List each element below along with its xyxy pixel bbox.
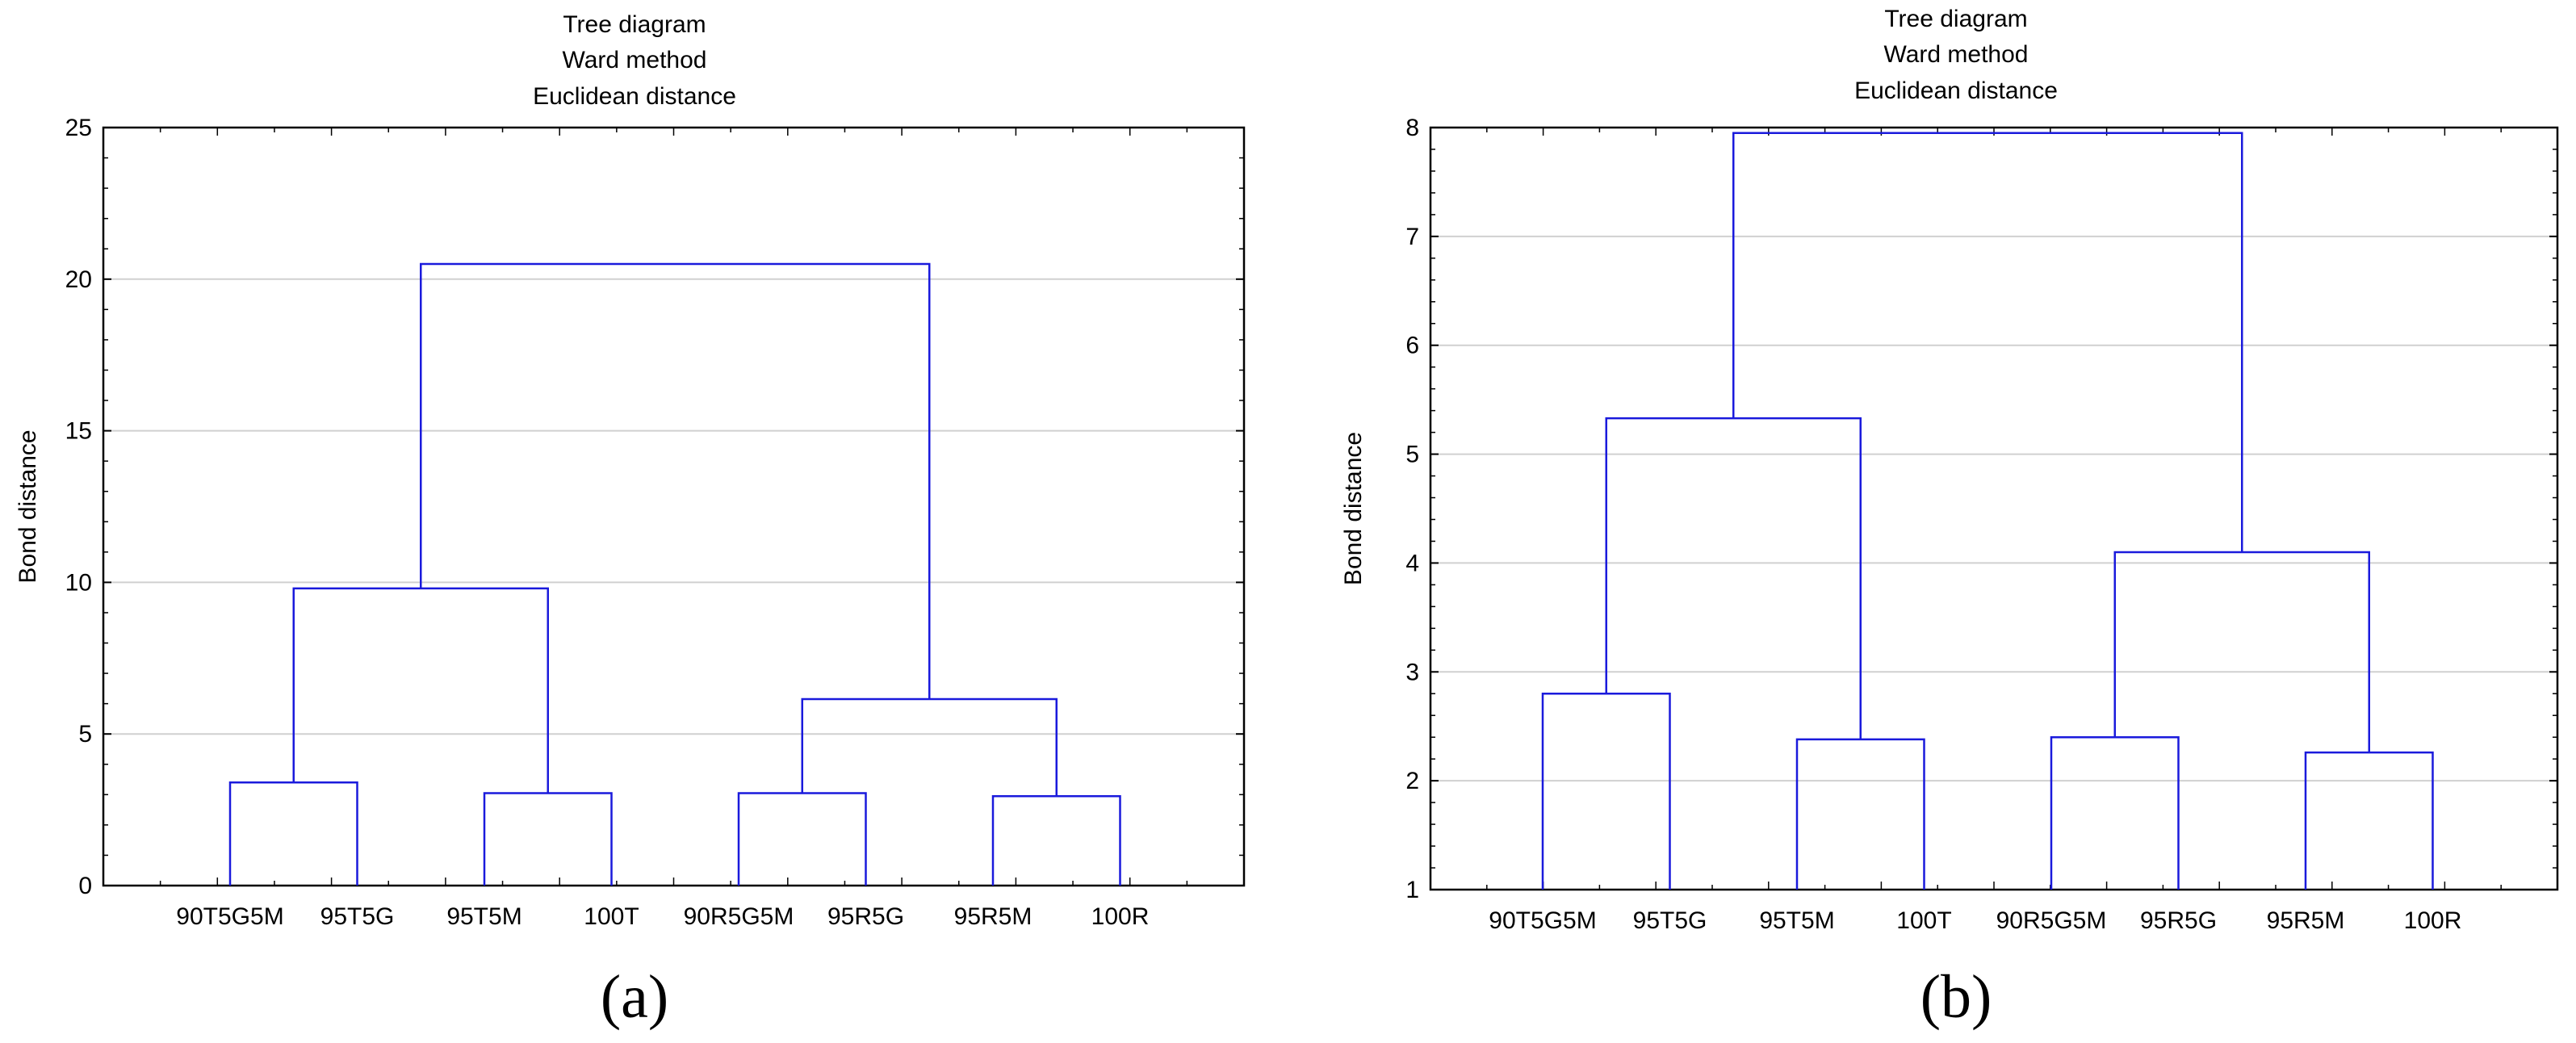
plot-frame [1429,126,2559,891]
chart-a: Tree diagram Ward method Euclidean distanc… [15,11,1246,1031]
dendrogram-link [2304,751,2434,890]
chart-title-line-1: Tree diagram [1884,6,2027,32]
dendrogram-link [1541,693,1671,890]
leaf-label: 90R5G5M [1996,907,2107,934]
y-tick-label: 5 [1405,442,1419,468]
leaf-label: 90T5G5M [176,903,283,930]
leaf-label: 100T [1896,907,1951,934]
y-tick-label: 2 [1405,768,1419,794]
chart-b: Tree diagram Ward method Euclidean distanc… [1340,6,2559,1031]
y-tick-label: 5 [78,721,92,748]
leaf-label: 90T5G5M [1489,907,1596,934]
leaf-label: 100R [2404,907,2462,934]
leaf-label: 95T5M [446,903,521,930]
chart-title-line-3: Euclidean distance [1854,77,2058,104]
leaf-label: 95R5G [827,903,904,930]
y-tick-label: 7 [1405,224,1419,250]
dendrogram-link [483,792,613,886]
dendrogram-link [737,792,867,886]
y-tick-label: 15 [65,418,92,445]
leaf-label: 100T [584,903,639,930]
panel-label: (b) [1920,963,1992,1031]
dendrogram-link [228,781,358,886]
dendrogram-link [420,262,931,700]
dendrogram-link [1795,738,1925,890]
y-tick-label: 3 [1405,659,1419,685]
dendrogram-link [1605,417,1862,739]
plot-frame [102,126,1246,887]
panel-label: (a) [601,963,668,1031]
y-axis-label: Bond distance [1340,432,1367,585]
y-tick-label: 10 [65,569,92,596]
leaf-label: 95R5G [2140,907,2217,934]
dendrogram-link [1732,132,2243,552]
y-tick-label: 1 [1405,877,1419,903]
chart-title-line-2: Ward method [1884,41,2029,68]
leaf-label: 95T5G [320,903,395,930]
dendrogram-link [991,794,1121,886]
y-tick-label: 25 [65,115,92,141]
dendrogram-link [2113,551,2370,753]
chart-title-line-3: Euclidean distance [533,83,736,110]
chart-title-line-1: Tree diagram [563,11,706,38]
y-tick-label: 20 [65,266,92,293]
y-tick-label: 4 [1405,550,1419,576]
leaf-label: 90R5G5M [684,903,794,930]
y-axis-label: Bond distance [15,429,41,583]
leaf-label: 95T5G [1633,907,1707,934]
dendrogram-link [801,697,1058,797]
y-tick-label: 6 [1405,333,1419,359]
leaf-label: 100R [1091,903,1150,930]
y-tick-label: 8 [1405,115,1419,141]
leaf-label: 95T5M [1759,907,1834,934]
leaf-label: 95R5M [2267,907,2345,934]
dendrogram-link [2050,735,2180,890]
leaf-label: 95R5M [954,903,1032,930]
dendrogram-link [292,587,549,794]
chart-title-line-2: Ward method [563,47,707,73]
y-tick-label: 0 [78,873,92,899]
